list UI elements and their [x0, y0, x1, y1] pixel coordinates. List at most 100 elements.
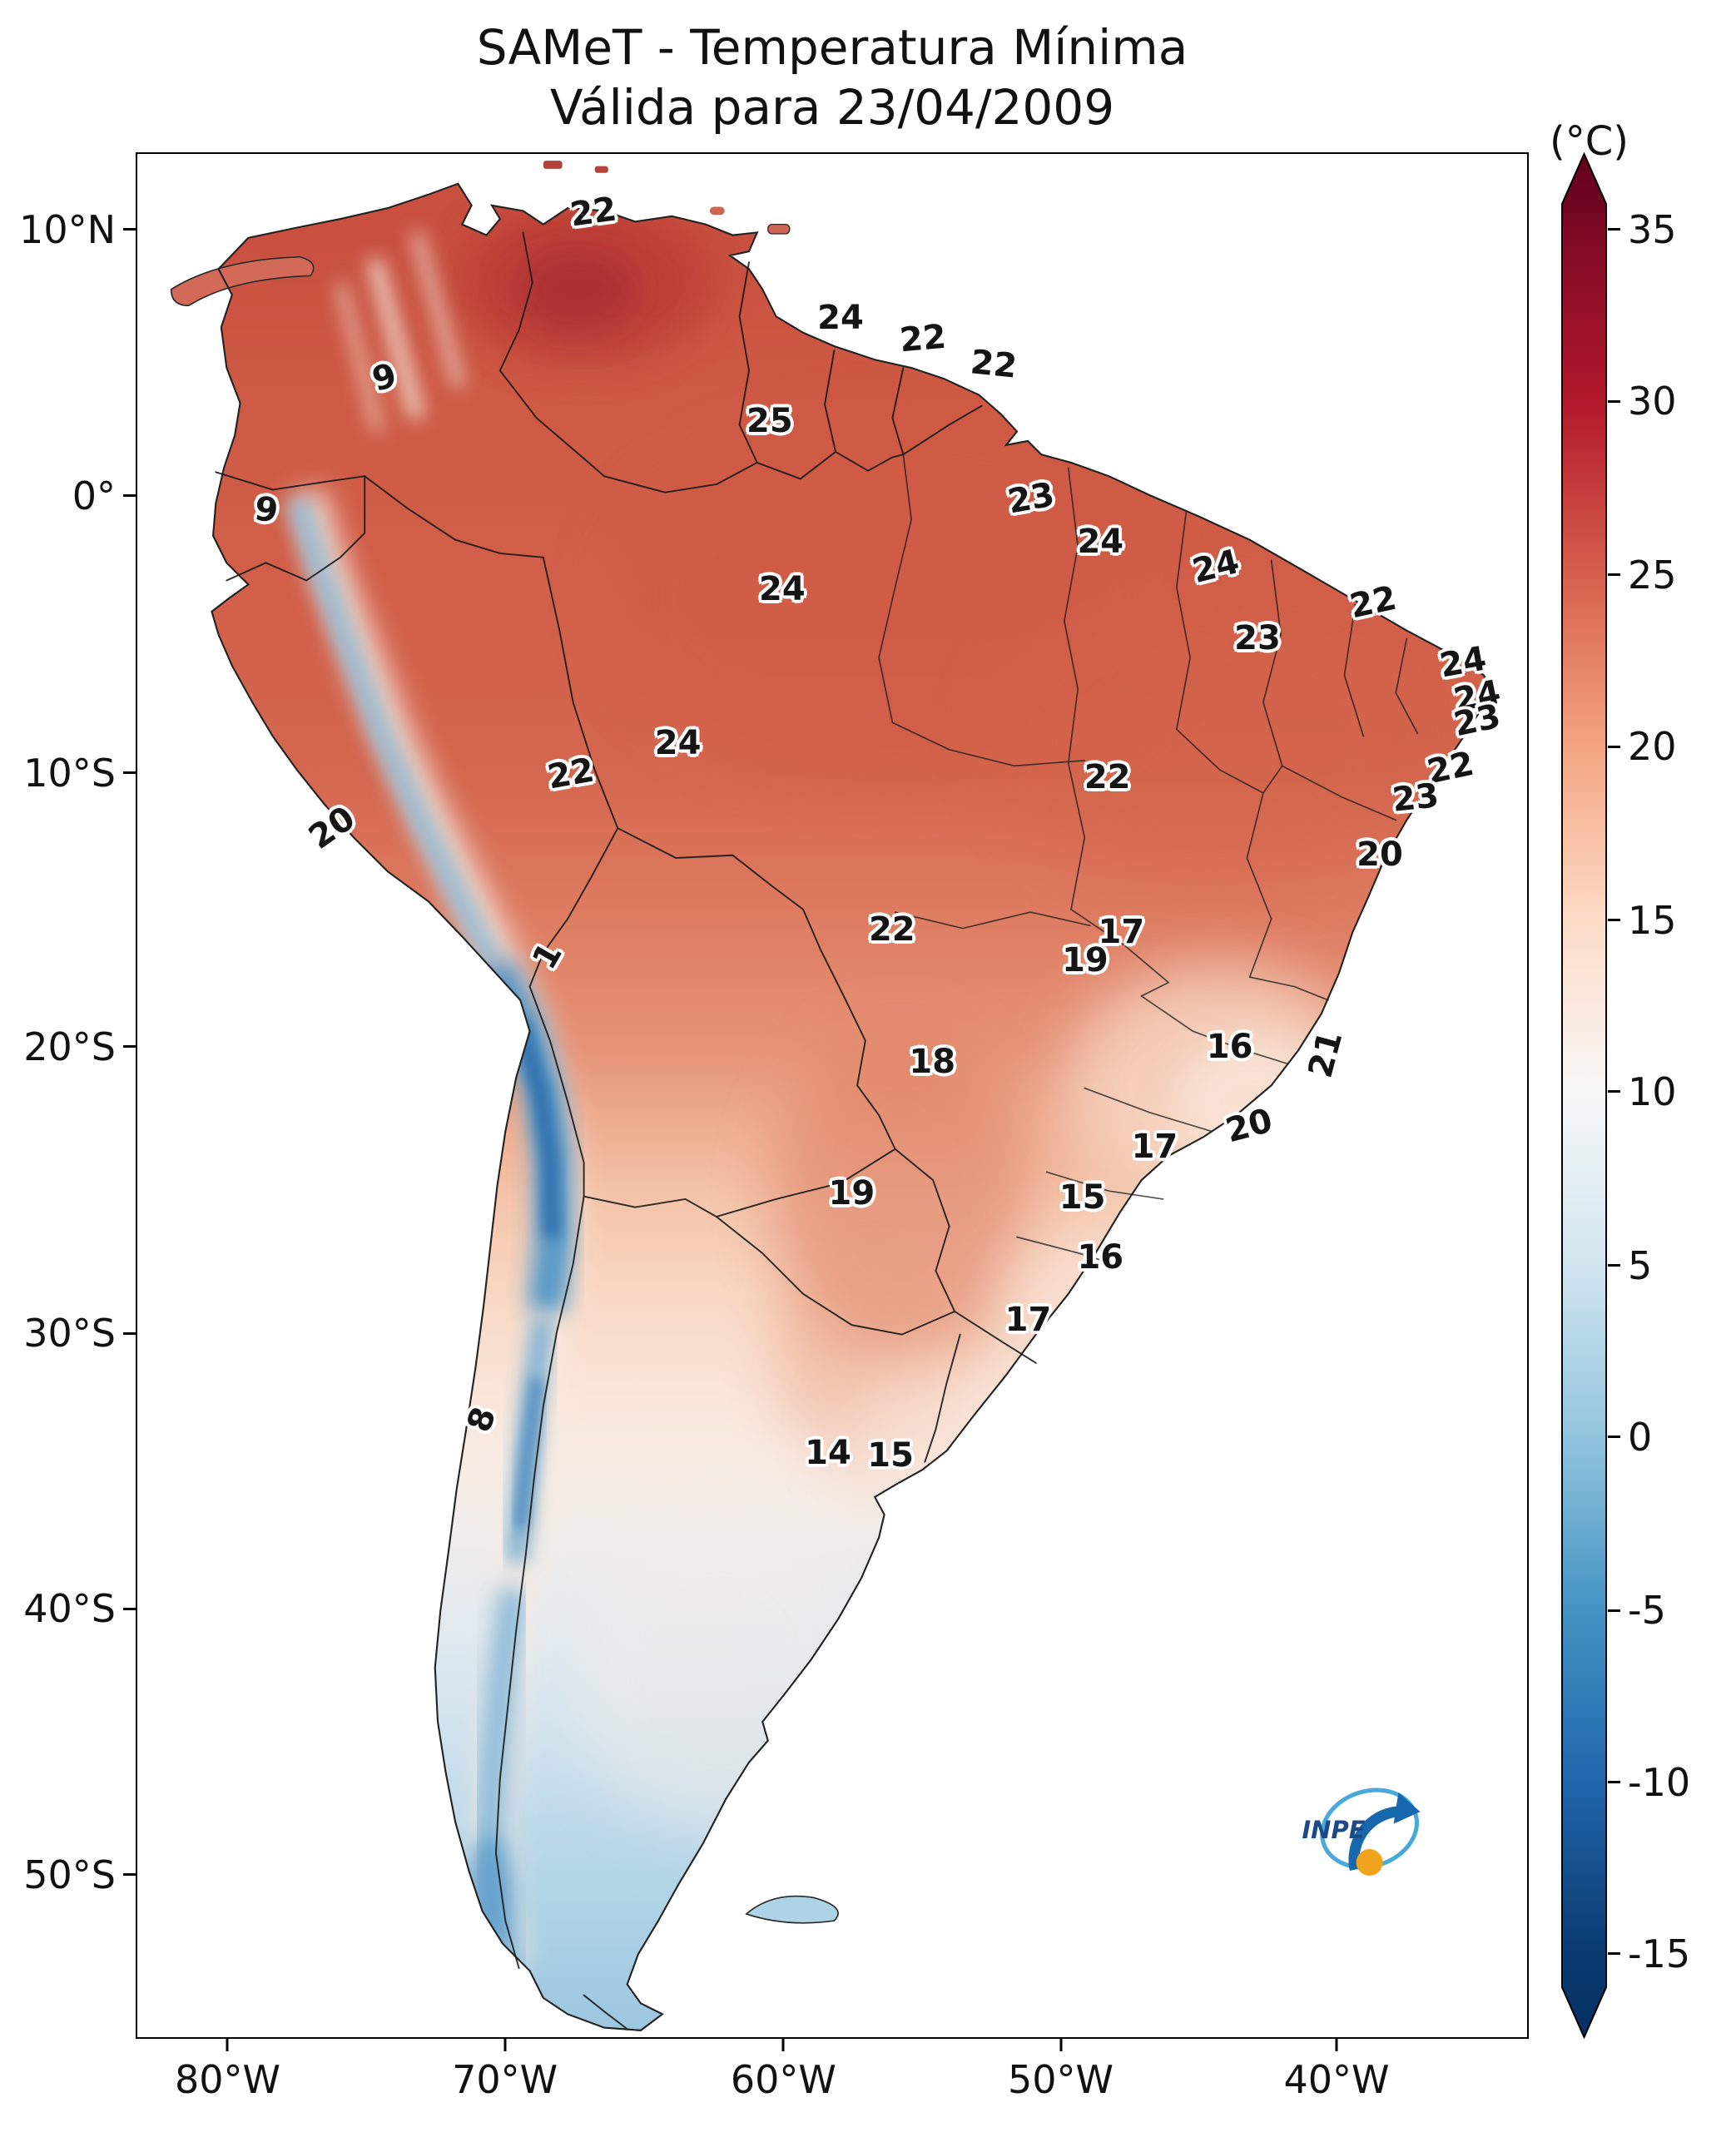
- tick-mark: [781, 2039, 785, 2051]
- temperature-value-label: 22: [1346, 578, 1400, 626]
- cbar-tick-5: 5: [1608, 1243, 1652, 1288]
- temperature-value-label: 17: [1004, 1300, 1052, 1339]
- temperature-value-label: 15: [1059, 1178, 1106, 1217]
- colorbar-bar: [1561, 152, 1607, 2039]
- temperature-value-label: 22: [897, 317, 948, 360]
- state-borders: [878, 454, 1419, 1268]
- x-tick-60°W: 60°W: [731, 2039, 836, 2102]
- cbar-tick--5: -5: [1608, 1588, 1666, 1633]
- tick-mark: [1608, 1264, 1620, 1267]
- temperature-value-label: 15: [867, 1435, 914, 1475]
- temperature-value-label: 17: [1098, 912, 1145, 951]
- temperature-value-label: 22: [567, 190, 619, 235]
- x-tick-80°W-label: 80°W: [174, 2057, 280, 2102]
- temperature-value-label: 9: [368, 356, 401, 400]
- temperature-value-label: 19: [828, 1174, 875, 1213]
- x-tick-80°W: 80°W: [175, 2039, 280, 2102]
- tick-mark: [123, 771, 136, 775]
- tick-mark: [503, 2039, 507, 2051]
- cbar-tick-30: 30: [1608, 379, 1677, 424]
- cbar-tick-25: 25: [1608, 553, 1677, 598]
- temperature-value-label: 24: [654, 724, 702, 763]
- colorbar-ticks: 35 30 25 20 15 10 5 0 -5 -10 -15: [1608, 152, 1733, 2039]
- cbar-tick-15-label: 15: [1628, 897, 1677, 943]
- temperature-value-label: 1: [524, 936, 570, 976]
- temperature-value-label: 20: [301, 799, 362, 857]
- tick-mark: [226, 2039, 229, 2051]
- temperature-value-label: 9: [252, 488, 281, 531]
- temperature-value-label: 8: [459, 1401, 504, 1437]
- tick-mark: [1608, 573, 1620, 577]
- cbar-tick-35-label: 35: [1628, 206, 1677, 252]
- cbar-tick--15: -15: [1608, 1931, 1690, 1976]
- temperature-value-label: 20: [1357, 835, 1403, 874]
- x-tick-70°W-label: 70°W: [452, 2057, 558, 2102]
- temperature-value-label: 22: [1084, 758, 1131, 797]
- tick-mark: [123, 1873, 136, 1877]
- temperature-value-label: 23: [1004, 475, 1058, 522]
- cbar-tick-20-label: 20: [1628, 724, 1677, 770]
- tick-mark: [123, 228, 136, 231]
- cbar-tick-20: 20: [1608, 724, 1677, 769]
- latitude-axis: 10°N 0° 10°S 20°S 30°S 40°S 50°S: [0, 152, 136, 2039]
- x-tick-60°W-label: 60°W: [730, 2057, 836, 2102]
- inpe-logo-graphic: INPE: [1302, 1788, 1421, 1877]
- cbar-tick--10-label: -10: [1628, 1759, 1691, 1805]
- colorbar: [1561, 152, 1607, 2039]
- x-tick-50°W-label: 50°W: [1008, 2057, 1114, 2102]
- temperature-labels-layer: 22 24 22 22 25 9 23 9 24 24 24 22 23 24 24 23 24 22 22 22 23…: [137, 154, 1527, 2037]
- tick-mark: [1608, 1952, 1620, 1956]
- cbar-tick-25-label: 25: [1628, 552, 1677, 598]
- y-tick-0°: 0°: [72, 474, 136, 518]
- figure-subtitle: Válida para 23/04/2009: [549, 79, 1115, 136]
- y-tick-30°S: 30°S: [23, 1311, 136, 1356]
- temperature-value-label: 19: [1062, 940, 1109, 979]
- cbar-tick-15: 15: [1608, 898, 1677, 943]
- tick-mark: [1608, 1090, 1620, 1093]
- temperature-field: [287, 201, 1423, 1978]
- tick-mark: [123, 494, 136, 498]
- figure-title: SAMeT - Temperatura Mínima: [476, 19, 1188, 76]
- south-america-map: [170, 161, 1495, 2031]
- cbar-tick--15-label: -15: [1628, 1931, 1691, 1976]
- temperature-value-label: 23: [1234, 618, 1281, 657]
- x-tick-40°W: 40°W: [1283, 2039, 1390, 2102]
- temperature-value-label: 16: [1206, 1027, 1253, 1066]
- y-tick-40°S: 40°S: [23, 1586, 136, 1631]
- x-tick-70°W: 70°W: [452, 2039, 558, 2102]
- tick-mark: [1335, 2039, 1338, 2051]
- y-tick-40°S-label: 40°S: [23, 1586, 116, 1632]
- cbar-tick-30-label: 30: [1628, 379, 1677, 424]
- tick-mark: [1608, 399, 1620, 403]
- cbar-tick-10-label: 10: [1628, 1069, 1677, 1114]
- y-tick-30°S-label: 30°S: [23, 1311, 116, 1356]
- cbar-tick-5-label: 5: [1628, 1242, 1653, 1288]
- cbar-tick--10: -10: [1608, 1760, 1690, 1805]
- y-tick-20°S: 20°S: [23, 1024, 136, 1069]
- tick-mark: [123, 1607, 136, 1610]
- cbar-tick-35: 35: [1608, 207, 1677, 252]
- longitude-axis: 80°W 70°W 60°W 50°W 40°W: [136, 2039, 1529, 2139]
- tick-mark: [1608, 919, 1620, 922]
- map-plot: 22 24 22 22 25 9 23 9 24 24 24 22 23 24 24 23 24 22 22 22 23…: [136, 152, 1529, 2039]
- temperature-value-label: 22: [544, 751, 598, 796]
- tick-mark: [123, 1045, 136, 1049]
- small-landmasses: [170, 161, 839, 1924]
- orange-sphere-icon: [1356, 1849, 1383, 1877]
- arrowhead-icon: [1393, 1793, 1421, 1824]
- temperature-value-label: 24: [817, 298, 864, 337]
- temperature-value-label: 25: [746, 402, 793, 441]
- temperature-value-label: 14: [805, 1434, 851, 1473]
- temperature-value-label: 23: [1450, 697, 1504, 745]
- temperature-value-label: 24: [1188, 542, 1243, 591]
- temperature-value-label: 21: [1301, 1026, 1351, 1082]
- cbar-tick-0-label: 0: [1628, 1414, 1653, 1460]
- temperature-value-label: 24: [1077, 523, 1124, 562]
- inpe-logo-text: INPE: [1302, 1816, 1366, 1844]
- x-tick-40°W-label: 40°W: [1283, 2057, 1390, 2102]
- colorbar-unit-label: (°C): [1550, 118, 1629, 165]
- x-tick-50°W: 50°W: [1008, 2039, 1114, 2102]
- cbar-tick-10: 10: [1608, 1069, 1677, 1114]
- temperature-value-label: 22: [968, 343, 1019, 387]
- y-tick-10°S-label: 10°S: [23, 750, 116, 796]
